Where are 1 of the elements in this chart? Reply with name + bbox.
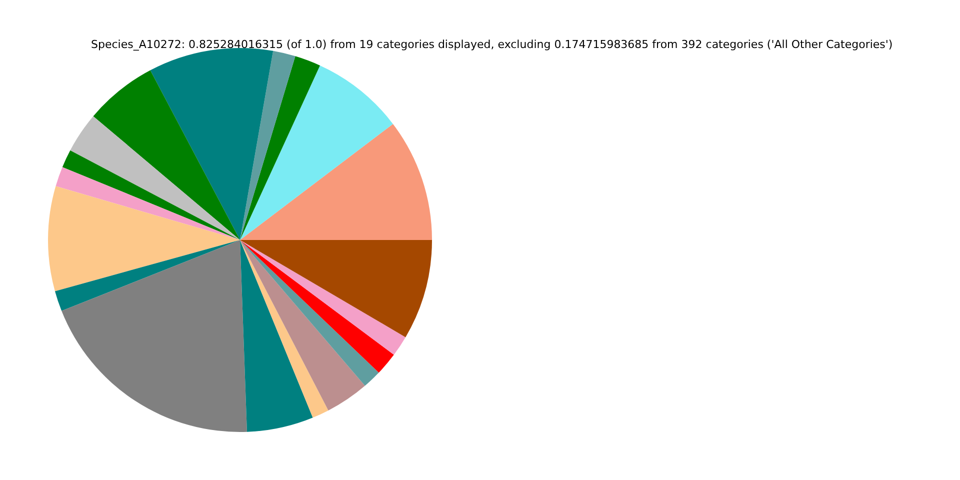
text: Species_A10272: 0.825284016315 (of 1.0) from 19 categories displayed, excluding 0.174715983685 from 392 categories ('All Other Categories') <box>91 38 893 51</box>
